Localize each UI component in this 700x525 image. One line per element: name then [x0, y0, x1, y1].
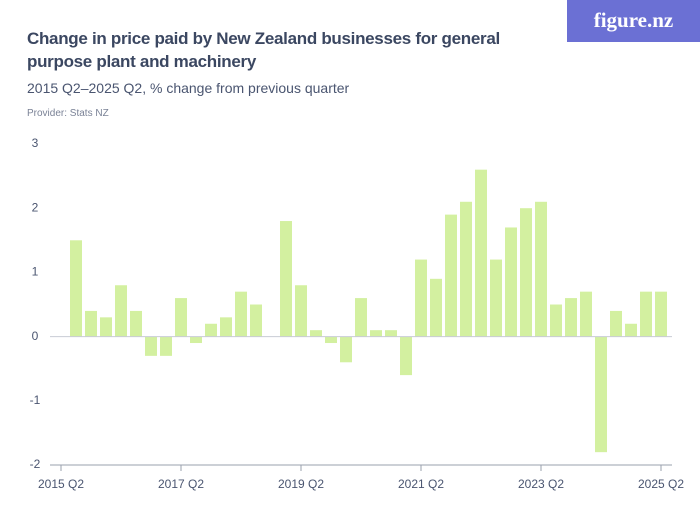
bar	[445, 214, 457, 337]
bar	[535, 201, 547, 337]
bar	[175, 298, 187, 337]
bar	[280, 221, 292, 337]
bar	[655, 291, 667, 337]
x-tick-label: 2015 Q2	[38, 477, 84, 491]
bar	[505, 227, 517, 337]
provider-note: Provider: Stats NZ	[27, 108, 109, 119]
bar	[295, 285, 307, 337]
y-tick-label: 2	[32, 200, 39, 214]
y-tick-label: 3	[32, 136, 39, 150]
bar	[100, 317, 112, 337]
bar	[340, 336, 352, 363]
bar	[130, 310, 142, 337]
bar	[400, 336, 412, 376]
bar	[610, 310, 622, 337]
bar	[415, 259, 427, 337]
bar	[475, 169, 487, 337]
bar	[160, 336, 172, 356]
bar	[550, 304, 562, 337]
bar	[310, 330, 322, 337]
bar	[595, 336, 607, 453]
bar	[115, 285, 127, 337]
bar	[190, 336, 202, 344]
bar	[220, 317, 232, 337]
bar	[85, 310, 97, 337]
x-tick-label: 2025 Q2	[638, 477, 684, 491]
y-tick-label: -2	[30, 457, 41, 471]
x-tick-label: 2017 Q2	[158, 477, 204, 491]
bar	[70, 240, 82, 337]
bar	[370, 330, 382, 337]
bar	[145, 336, 157, 356]
bar	[205, 323, 217, 337]
bar	[625, 323, 637, 337]
bar	[235, 291, 247, 337]
x-tick-label: 2021 Q2	[398, 477, 444, 491]
chart-subtitle: 2015 Q2–2025 Q2, % change from previous …	[27, 80, 350, 96]
bar	[430, 278, 442, 337]
bar	[460, 201, 472, 337]
x-tick-label: 2023 Q2	[518, 477, 564, 491]
bar	[565, 298, 577, 337]
chart-title: Change in price paid by New Zealand busi…	[27, 29, 500, 71]
logo[interactable]: figure.nz	[567, 0, 700, 42]
bar	[250, 304, 262, 337]
bar	[325, 336, 337, 344]
bar	[640, 291, 652, 337]
bar	[355, 298, 367, 337]
bar	[490, 259, 502, 337]
y-tick-label: -1	[30, 393, 41, 407]
bar	[385, 330, 397, 337]
bar	[520, 208, 532, 337]
y-tick-label: 0	[32, 329, 39, 343]
x-tick-label: 2019 Q2	[278, 477, 324, 491]
bar	[580, 291, 592, 337]
y-tick-label: 1	[32, 265, 39, 279]
